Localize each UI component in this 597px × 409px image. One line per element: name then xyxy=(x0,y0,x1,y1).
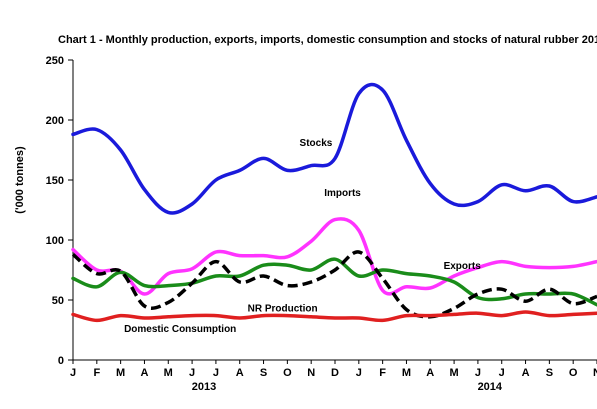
x-tick-label: A xyxy=(140,367,148,379)
x-tick-label: J xyxy=(499,367,505,379)
x-tick-label: J xyxy=(475,367,481,379)
series-line-domestic-consumption xyxy=(71,310,597,323)
x-tick-label: S xyxy=(546,367,553,379)
chart-title: Chart 1 - Monthly production, exports, i… xyxy=(58,34,597,46)
x-tick-label: O xyxy=(283,367,292,379)
y-tick-label: 100 xyxy=(46,235,64,247)
axes: 0 50 100 150 200 250 J F M A M J J A S O N D J F M A M J J A S O N 20… xyxy=(14,55,597,393)
x-tick-label: J xyxy=(213,367,219,379)
x-tick-label: O xyxy=(569,367,578,379)
y-tick-label: 50 xyxy=(52,295,64,307)
x-tick-label: M xyxy=(450,367,459,379)
x-tick-label: D xyxy=(331,367,339,379)
x-tick-label: N xyxy=(593,367,597,379)
x-tick-label: F xyxy=(93,367,100,379)
series-label-imports: Imports xyxy=(324,188,361,199)
x-tick-label: M xyxy=(164,367,173,379)
y-axis-label: ('000 tonnes) xyxy=(14,146,26,214)
x-tick-label: J xyxy=(189,367,195,379)
series-line-nr-production xyxy=(71,250,597,319)
series-line-stocks xyxy=(71,82,597,215)
x-tick-label: S xyxy=(260,367,267,379)
x-tick-label: A xyxy=(522,367,530,379)
series-line-exports xyxy=(71,257,597,307)
x-tick-label: N xyxy=(307,367,315,379)
x-tick-label: M xyxy=(402,367,411,379)
y-tick-label: 250 xyxy=(46,55,64,67)
series-label-domestic-consumption: Domestic Consumption xyxy=(124,324,236,335)
x-tick-label: F xyxy=(379,367,386,379)
x-tick-label: A xyxy=(426,367,434,379)
series-label-exports: Exports xyxy=(444,261,482,272)
series-line-imports xyxy=(71,217,597,296)
x-tick-label: M xyxy=(116,367,125,379)
x-tick-label: A xyxy=(236,367,244,379)
x-tick-label: J xyxy=(356,367,362,379)
series-layer xyxy=(71,82,597,323)
y-tick-label: 200 xyxy=(46,115,64,127)
series-label-stocks: Stocks xyxy=(300,138,333,149)
series-labels: Stocks Imports Exports NR Production Domesti… xyxy=(124,138,481,335)
y-tick-label: 0 xyxy=(58,355,64,367)
series-label-nr-production: NR Production xyxy=(248,304,318,315)
year-label: 2013 xyxy=(192,381,216,393)
y-tick-label: 150 xyxy=(46,175,64,187)
x-tick-label: J xyxy=(70,367,76,379)
year-label: 2014 xyxy=(478,381,503,393)
